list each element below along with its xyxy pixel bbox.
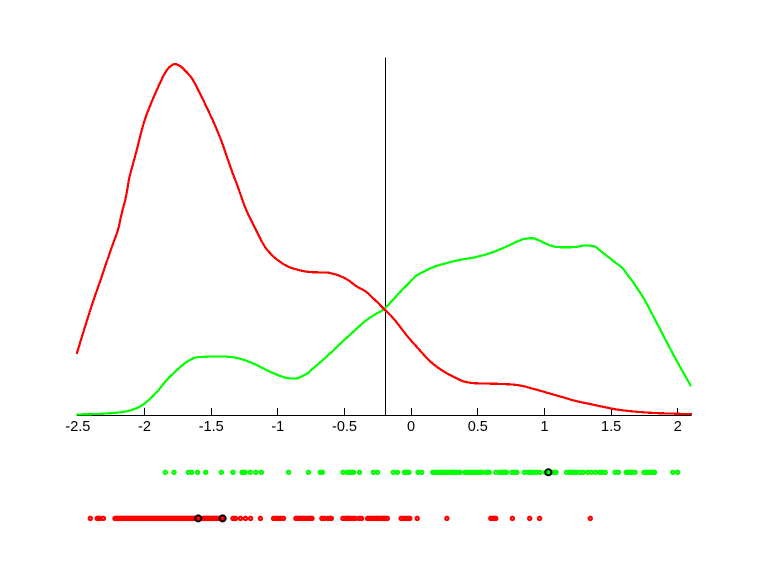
svg-text:2: 2 <box>674 419 682 435</box>
svg-text:1.5: 1.5 <box>601 419 621 435</box>
svg-text:-1.5: -1.5 <box>199 419 224 435</box>
svg-text:-1: -1 <box>271 419 284 435</box>
svg-text:0.5: 0.5 <box>468 419 488 435</box>
svg-text:0: 0 <box>407 419 415 435</box>
svg-text:-2.5: -2.5 <box>65 419 90 435</box>
svg-text:1: 1 <box>540 419 548 435</box>
svg-text:-2: -2 <box>138 419 151 435</box>
svg-text:-0.5: -0.5 <box>332 419 357 435</box>
